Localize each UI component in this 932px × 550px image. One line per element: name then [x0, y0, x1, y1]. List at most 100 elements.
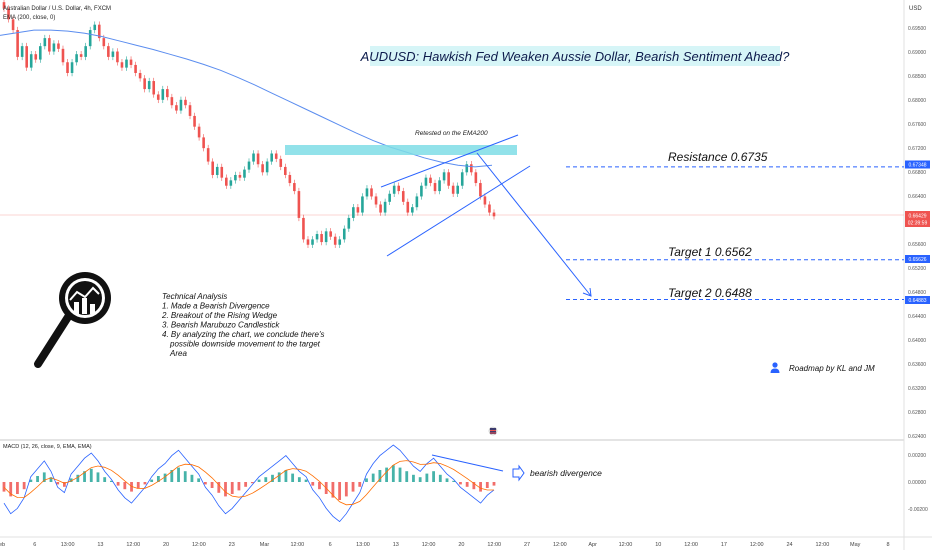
- macd-bar: [398, 467, 402, 482]
- price-tick-label: 0.69000: [908, 50, 926, 56]
- candle-body: [7, 8, 10, 20]
- analysis-line: 4. By analyzing the chart, we conclude t…: [162, 330, 325, 339]
- target1-label: Target 1 0.6562: [668, 245, 752, 259]
- macd-histogram: [2, 465, 496, 500]
- divergence-icon: [512, 464, 525, 482]
- resistance-price-badge: 0.67348: [905, 160, 930, 169]
- candle-body: [138, 72, 142, 79]
- candle-body: [433, 183, 437, 192]
- analysis-line: 2. Breakout of the Rising Wedge: [161, 311, 278, 320]
- macd-bar: [177, 467, 180, 482]
- macd-bar: [358, 482, 362, 487]
- candle-body: [66, 62, 69, 73]
- time-tick-label: Mar: [260, 542, 270, 548]
- time-tick-label: 6: [33, 542, 36, 548]
- macd-bar: [230, 482, 234, 494]
- svg-text:0.67348: 0.67348: [908, 163, 926, 169]
- time-tick-label: 12:00: [192, 542, 206, 548]
- candle-body: [79, 54, 83, 57]
- candle-body: [215, 166, 219, 175]
- price-tick-label: 0.67600: [908, 122, 926, 128]
- macd-bar: [116, 482, 120, 486]
- macd-bar: [224, 482, 227, 497]
- candle-body: [206, 148, 210, 162]
- candle-body: [342, 228, 346, 240]
- macd-bar: [250, 482, 254, 484]
- macd-bar: [412, 474, 415, 482]
- macd-bar: [264, 477, 268, 482]
- divergence-line: [431, 454, 504, 472]
- candle-body: [143, 78, 146, 90]
- candle-body: [492, 212, 496, 217]
- candle-body: [324, 231, 328, 243]
- candle-body: [442, 172, 446, 181]
- macd-bar: [197, 478, 201, 482]
- chart-title: AUDUSD: Hawkish Fed Weaken Aussie Dollar…: [360, 49, 790, 64]
- macd-bar: [405, 471, 409, 482]
- time-tick-label: 20: [458, 542, 464, 548]
- macd-bar: [271, 474, 274, 482]
- candle-body: [161, 89, 165, 100]
- macd-bar: [277, 472, 281, 482]
- macd-bar: [432, 471, 435, 482]
- candle-body: [256, 153, 260, 165]
- candle-body: [374, 196, 378, 205]
- macd-tick-label: -0.00200: [908, 507, 928, 513]
- macd-bar: [42, 472, 46, 482]
- target2-price-badge: 0.64883: [905, 296, 930, 304]
- candle-body: [75, 54, 78, 63]
- candle-body: [283, 166, 287, 175]
- candle-body: [306, 239, 310, 245]
- candlestick-series: [2, 0, 496, 248]
- ema-indicator-label: EMA (200, close, 0): [3, 15, 55, 21]
- macd-bar: [244, 482, 248, 487]
- macd-bar: [452, 480, 456, 482]
- candle-body: [166, 89, 169, 98]
- candle-body: [152, 81, 156, 95]
- candle-body: [470, 164, 473, 173]
- macd-bar: [89, 468, 93, 482]
- candle-body: [270, 153, 273, 162]
- currency-label: USD: [909, 6, 922, 12]
- time-tick-label: May: [850, 542, 861, 548]
- macd-bar: [29, 479, 33, 482]
- candle-body: [48, 38, 51, 52]
- event-flag-icon[interactable]: [488, 426, 498, 436]
- resistance-zone: [285, 145, 517, 155]
- candle-body: [456, 185, 460, 194]
- candle-body: [397, 185, 401, 192]
- price-tick-label: 0.66800: [908, 170, 926, 176]
- price-tick-label: 0.65200: [908, 266, 926, 272]
- candle-body: [297, 191, 301, 218]
- time-tick-label: Apr: [588, 542, 597, 548]
- candle-body: [483, 196, 487, 205]
- macd-bar: [257, 479, 261, 482]
- price-tick-label: 0.67200: [908, 146, 926, 152]
- macd-bar: [304, 479, 308, 482]
- candle-body: [61, 48, 65, 63]
- time-tick-label: 12:00: [684, 542, 698, 548]
- svg-text:02:39:59: 02:39:59: [908, 220, 928, 226]
- svg-text:0.64883: 0.64883: [908, 298, 926, 304]
- macd-bar: [2, 482, 6, 492]
- macd-bar: [371, 473, 375, 482]
- candle-body: [347, 217, 351, 229]
- macd-line: [3, 444, 495, 523]
- person-icon: [770, 362, 780, 373]
- time-tick-label: 12:00: [553, 542, 567, 548]
- candle-body: [93, 24, 97, 31]
- symbol-label: Australian Dollar / U.S. Dollar, 4h, FXC…: [3, 6, 111, 12]
- candle-body: [179, 99, 183, 111]
- time-tick-label: 10: [655, 542, 661, 548]
- candle-body: [356, 207, 360, 213]
- macd-bar: [190, 474, 194, 482]
- svg-text:0.65626: 0.65626: [908, 257, 926, 263]
- current-price-badge: 0.66429 02:39:59: [905, 211, 930, 227]
- macd-bar: [365, 478, 368, 482]
- candle-body: [225, 177, 228, 186]
- time-tick-label: eb: [0, 542, 5, 548]
- time-tick-label: 13:00: [356, 542, 370, 548]
- price-tick-label: 0.68000: [908, 98, 926, 104]
- candle-body: [129, 59, 133, 65]
